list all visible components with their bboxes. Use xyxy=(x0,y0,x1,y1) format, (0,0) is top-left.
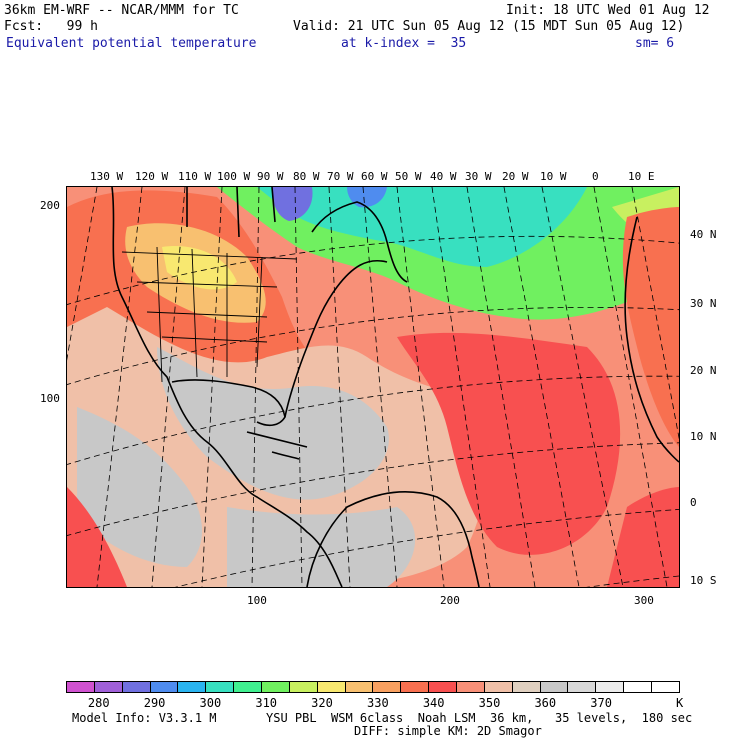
lat-label: 10 S xyxy=(690,574,717,587)
legend-swatch xyxy=(178,682,207,692)
field-red-se xyxy=(607,487,679,587)
lon-label: 100 W xyxy=(217,170,251,183)
legend-swatch xyxy=(484,682,513,692)
legend-tick-label: 350 xyxy=(478,696,501,710)
physics-info: YSU PBL WSM 6class Noah LSM 36 km, 35 le… xyxy=(266,711,693,725)
field-plains-yellow xyxy=(162,246,237,290)
lon-label: 60 W xyxy=(361,170,388,183)
lat-label: 0 xyxy=(690,496,697,509)
color-legend-bar xyxy=(66,681,680,693)
lon-label: 80 W xyxy=(293,170,320,183)
grid-y-label: 100 xyxy=(40,392,60,405)
lon-label: 70 W xyxy=(327,170,354,183)
legend-swatch xyxy=(429,682,458,692)
legend-tick-label: 370 xyxy=(590,696,612,710)
lon-label: 110 W xyxy=(178,170,212,183)
grid-x-label: 200 xyxy=(440,594,460,607)
legend-swatch xyxy=(67,682,95,692)
legend-tick-label: 360 xyxy=(534,696,557,710)
legend-swatch xyxy=(652,682,679,692)
lon-label: 20 W xyxy=(502,170,529,183)
map-canvas xyxy=(67,187,679,587)
lat-label: 10 N xyxy=(690,430,717,443)
lon-label: 130 W xyxy=(90,170,124,183)
field-red-atlantic xyxy=(397,332,621,555)
lat-label: 20 N xyxy=(690,364,717,377)
legend-swatch xyxy=(540,682,569,692)
coast-gulf xyxy=(171,379,286,427)
model-title: 36km EM-WRF -- NCAR/MMM for TC xyxy=(4,3,239,18)
field-europe-africa xyxy=(622,207,679,447)
lon-label: 0 xyxy=(592,170,599,183)
grid-y-label: 200 xyxy=(40,199,60,212)
legend-swatch xyxy=(568,682,597,692)
lon-label: 30 W xyxy=(465,170,492,183)
legend-swatch xyxy=(122,682,151,692)
legend-swatch xyxy=(457,682,485,692)
lon-label: 90 W xyxy=(257,170,284,183)
field-gray-gulf xyxy=(157,347,389,500)
field-gray-pacific xyxy=(77,407,202,567)
legend-swatch xyxy=(289,682,318,692)
coast-hudson xyxy=(186,187,276,238)
lat-label: 40 N xyxy=(690,228,717,241)
legend-swatch xyxy=(206,682,235,692)
coast-europe-africa xyxy=(624,216,679,463)
graticule xyxy=(67,187,679,587)
legend-swatch xyxy=(317,682,346,692)
coastlines xyxy=(111,187,679,587)
political-borders xyxy=(121,246,298,383)
legend-unit-label: K xyxy=(676,696,684,710)
legend-tick-label: 300 xyxy=(199,696,222,710)
model-info: Model Info: V3.3.1 M xyxy=(72,711,217,725)
legend-swatch xyxy=(94,682,123,692)
legend-swatch xyxy=(596,682,625,692)
coast-west-na xyxy=(111,187,343,587)
diffusion-info: DIFF: simple KM: 2D Smagor xyxy=(354,724,542,738)
valid-time: Valid: 21 UTC Sun 05 Aug 12 (15 MDT Sun … xyxy=(293,19,685,34)
legend-swatch xyxy=(401,682,430,692)
grid-x-label: 100 xyxy=(247,594,267,607)
legend-tick-label: 310 xyxy=(255,696,278,710)
lon-label: 40 W xyxy=(430,170,457,183)
legend-swatch xyxy=(150,682,179,692)
legend-swatch xyxy=(234,682,263,692)
grid-x-label: 300 xyxy=(634,594,654,607)
legend-swatch xyxy=(262,682,290,692)
legend-tick-label: 340 xyxy=(422,696,445,710)
smoothing: sm= 6 xyxy=(635,36,675,51)
lon-label: 50 W xyxy=(395,170,422,183)
coast-south-america xyxy=(306,491,480,587)
legend-swatch xyxy=(345,682,374,692)
legend-swatch xyxy=(373,682,402,692)
lon-label: 120 W xyxy=(135,170,169,183)
legend-swatch xyxy=(512,682,541,692)
legend-swatch xyxy=(624,682,653,692)
lon-label: 10 E xyxy=(628,170,655,183)
legend-tick-label: 290 xyxy=(143,696,166,710)
legend-tick-label: 280 xyxy=(87,696,110,710)
lon-label: 10 W xyxy=(540,170,567,183)
lat-label: 30 N xyxy=(690,297,717,310)
field-name: Equivalent potential temperature xyxy=(6,36,257,51)
coast-caribbean xyxy=(246,431,308,460)
field-cyan-band xyxy=(257,187,587,267)
level-index: at k-index = 35 xyxy=(341,36,467,51)
legend-tick-label: 330 xyxy=(367,696,389,710)
field-red-sw xyxy=(67,487,127,587)
coast-east-na xyxy=(284,260,388,418)
theta-e-map xyxy=(66,186,680,588)
init-time: Init: 18 UTC Wed 01 Aug 12 xyxy=(506,3,710,18)
field-purple-hudson xyxy=(271,187,313,221)
coast-maritimes xyxy=(311,201,408,283)
forecast-hour: Fcst: 99 h xyxy=(4,19,98,34)
legend-tick-label: 320 xyxy=(311,696,333,710)
